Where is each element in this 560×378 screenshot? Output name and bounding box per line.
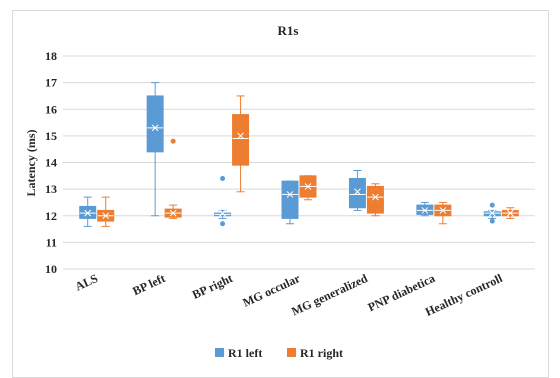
y-tick-label: 14	[45, 156, 57, 170]
mean-marker	[354, 188, 361, 196]
mean-marker	[219, 209, 226, 217]
boxplot-chart: R1s 10 11 12 13 14 15 16 17 18 Latency (ms) ALS B…	[24, 23, 535, 360]
box-r1-left	[146, 82, 164, 217]
x-tick-label: Healthy controll	[423, 271, 505, 319]
box-body	[146, 95, 164, 153]
legend-label: R1 left	[228, 346, 262, 360]
mean-marker	[439, 207, 447, 214]
outlier-point	[489, 218, 495, 224]
mean-marker	[304, 183, 312, 190]
mean-marker	[237, 132, 244, 140]
box-r1-right	[232, 95, 250, 193]
box-r1-left	[281, 180, 299, 225]
box-r1-right	[434, 201, 452, 225]
box-r1-left	[348, 169, 366, 211]
legend-swatch	[215, 348, 224, 357]
chart-title: R1s	[278, 23, 299, 38]
box-body	[281, 180, 299, 219]
outlier-point	[170, 138, 176, 144]
mean-marker	[488, 209, 496, 217]
box-body	[348, 177, 366, 209]
box-body	[366, 185, 384, 214]
y-tick-label: 16	[45, 102, 57, 116]
mean-marker	[421, 207, 429, 214]
x-tick-label: BP left	[130, 271, 167, 298]
y-tick-label: 17	[45, 76, 57, 90]
chart-frame: R1s 10 11 12 13 14 15 16 17 18 Latency (ms) ALS B…	[12, 10, 549, 378]
gridlines	[63, 55, 535, 270]
box-r1-right	[299, 175, 317, 201]
mean-marker	[286, 191, 294, 198]
y-axis-label: Latency (ms)	[24, 130, 38, 197]
y-tick-label: 12	[45, 209, 57, 223]
box-body	[232, 114, 250, 166]
y-tick-label: 11	[46, 235, 57, 249]
mean-marker	[151, 124, 159, 132]
x-tick-label: ALS	[73, 271, 100, 294]
y-tick-label: 10	[45, 262, 57, 276]
mean-marker	[84, 209, 92, 217]
box-series	[79, 82, 519, 227]
y-axis-ticks: 10 11 12 13 14 15 16 17 18	[45, 49, 57, 276]
y-tick-label: 15	[45, 129, 57, 143]
box-r1-right	[366, 183, 384, 217]
box-r1-right	[164, 138, 182, 219]
x-tick-label: BP right	[190, 271, 235, 302]
box-r1-right	[97, 196, 115, 227]
mean-marker	[169, 209, 177, 217]
outlier-point	[220, 221, 226, 227]
mean-marker	[372, 193, 379, 201]
outlier-point	[489, 202, 495, 208]
legend-label: R1 right	[300, 346, 343, 360]
box-r1-left	[416, 201, 434, 217]
x-tick-label: MG generalized	[289, 271, 370, 319]
legend-swatch	[287, 348, 296, 357]
y-tick-label: 13	[45, 182, 57, 196]
box-r1-left	[79, 196, 97, 227]
box-r1-right	[501, 207, 519, 219]
outlier-point	[220, 175, 226, 181]
legend: R1 left R1 right	[215, 346, 343, 360]
box-r1-left	[214, 175, 232, 227]
mean-marker	[506, 209, 514, 217]
box-r1-left	[483, 202, 501, 224]
mean-marker	[102, 212, 110, 220]
y-tick-label: 18	[45, 49, 57, 63]
